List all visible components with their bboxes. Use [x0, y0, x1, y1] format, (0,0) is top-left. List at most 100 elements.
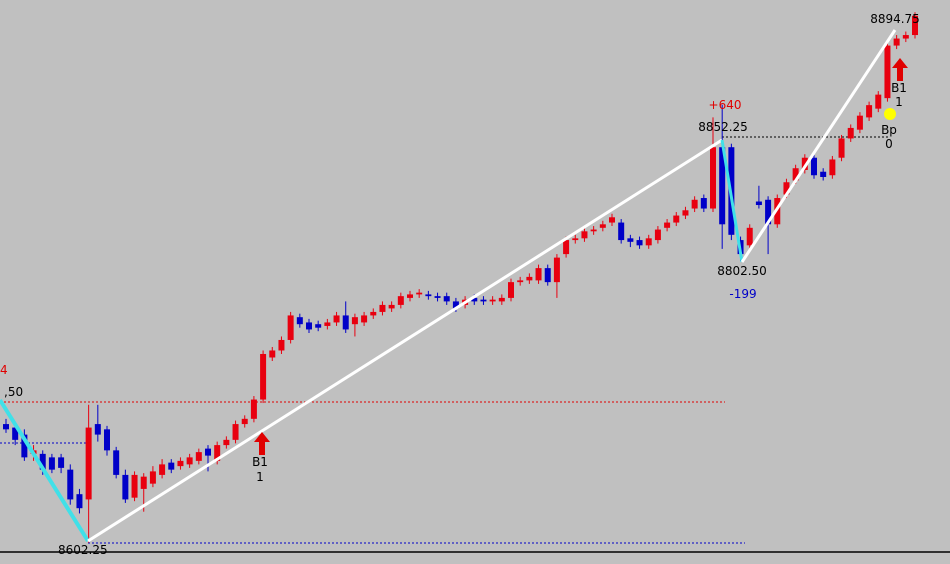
candle-body	[195, 452, 202, 461]
signal-dot	[884, 108, 896, 120]
candle-body	[58, 457, 65, 468]
candle-body	[526, 276, 533, 281]
candle-body	[563, 240, 570, 255]
candle-body	[755, 201, 762, 206]
candle-body	[12, 427, 19, 440]
candle-body	[645, 238, 652, 246]
candle-body	[223, 439, 230, 446]
candle-body	[122, 474, 129, 500]
candle-body	[278, 339, 285, 351]
annotation: 8802.50	[717, 264, 767, 278]
candle-body	[820, 171, 827, 177]
annotation: ,50	[4, 385, 23, 399]
candle-body	[76, 494, 83, 509]
candle-body	[104, 429, 110, 451]
candle-body	[700, 198, 707, 209]
candle-body	[425, 294, 432, 297]
candle-body	[498, 297, 505, 302]
annotation: B1	[252, 455, 268, 469]
annotation: 8852.25	[698, 120, 748, 134]
candle-body	[829, 159, 836, 176]
annotation: 1	[256, 470, 264, 484]
annotation: Bp	[881, 123, 897, 137]
annotations: 4,508602.25B11+6408852.258802.50-1998894…	[0, 12, 920, 557]
candle-body	[783, 182, 790, 195]
candle-body	[856, 115, 863, 130]
candle-body	[351, 317, 358, 325]
candle-body	[682, 210, 689, 216]
trend-line	[740, 29, 897, 263]
candle-body	[866, 105, 873, 118]
candle-body	[177, 460, 184, 467]
candle-body	[609, 217, 615, 223]
candle-body	[875, 94, 882, 109]
trend-line	[720, 139, 744, 263]
candle-body	[379, 304, 386, 312]
candle-body	[269, 350, 276, 358]
candle-body	[581, 231, 588, 239]
candle-body	[471, 297, 478, 302]
candle-body	[48, 457, 55, 470]
candle-body	[324, 322, 331, 326]
candle-body	[416, 292, 423, 295]
candle-body	[397, 296, 404, 305]
candle-body	[489, 299, 496, 302]
candle-body	[407, 294, 413, 298]
candle-body	[443, 296, 450, 302]
candle-body	[287, 315, 294, 340]
candle-body	[792, 168, 799, 181]
candle-body	[241, 418, 248, 425]
candles	[3, 12, 918, 543]
annotation: 8602.25	[58, 543, 108, 557]
buy-arrow	[254, 432, 270, 455]
candle-body	[508, 282, 514, 298]
candle-body	[654, 229, 661, 241]
trend-line	[87, 138, 723, 543]
candle-body	[113, 450, 120, 475]
candle-body	[847, 127, 854, 139]
candle-body	[590, 229, 597, 232]
candle-body	[902, 35, 909, 39]
candle-body	[39, 453, 46, 470]
candle-body	[361, 315, 368, 323]
candle-body	[67, 469, 74, 500]
candle-body	[710, 147, 716, 209]
candle-body	[535, 268, 542, 281]
annotation: 1	[895, 95, 903, 109]
candle-body	[811, 157, 817, 176]
candle-body	[553, 257, 560, 283]
candle-body	[636, 240, 643, 246]
candle-body	[131, 474, 138, 498]
candle-body	[912, 15, 918, 36]
candle-body	[618, 222, 625, 241]
annotation: 4	[0, 363, 8, 377]
candle-body	[306, 322, 312, 330]
candle-body	[517, 280, 524, 283]
annotation: 8894.75	[870, 12, 920, 26]
candle-body	[140, 476, 147, 489]
candle-body	[719, 147, 726, 225]
candle-body	[838, 138, 845, 158]
candle-body	[627, 238, 634, 242]
candle-body	[544, 268, 551, 283]
candle-body	[599, 224, 606, 228]
candle-body	[85, 427, 92, 500]
candle-body	[452, 301, 459, 309]
candle-body	[572, 238, 579, 241]
candle-body	[691, 199, 698, 209]
candle-body	[480, 299, 487, 302]
candle-body	[149, 471, 156, 484]
candle-body	[260, 353, 267, 400]
candle-body	[333, 315, 340, 323]
candle-body	[388, 304, 395, 309]
candle-body	[893, 38, 900, 46]
candle-body	[214, 445, 221, 461]
candle-body	[232, 424, 239, 440]
candle-body	[342, 315, 349, 330]
buy-arrow	[892, 58, 908, 81]
candle-body	[765, 199, 772, 225]
candle-body	[801, 157, 808, 170]
candle-body	[168, 462, 175, 470]
annotation: -199	[729, 287, 756, 301]
